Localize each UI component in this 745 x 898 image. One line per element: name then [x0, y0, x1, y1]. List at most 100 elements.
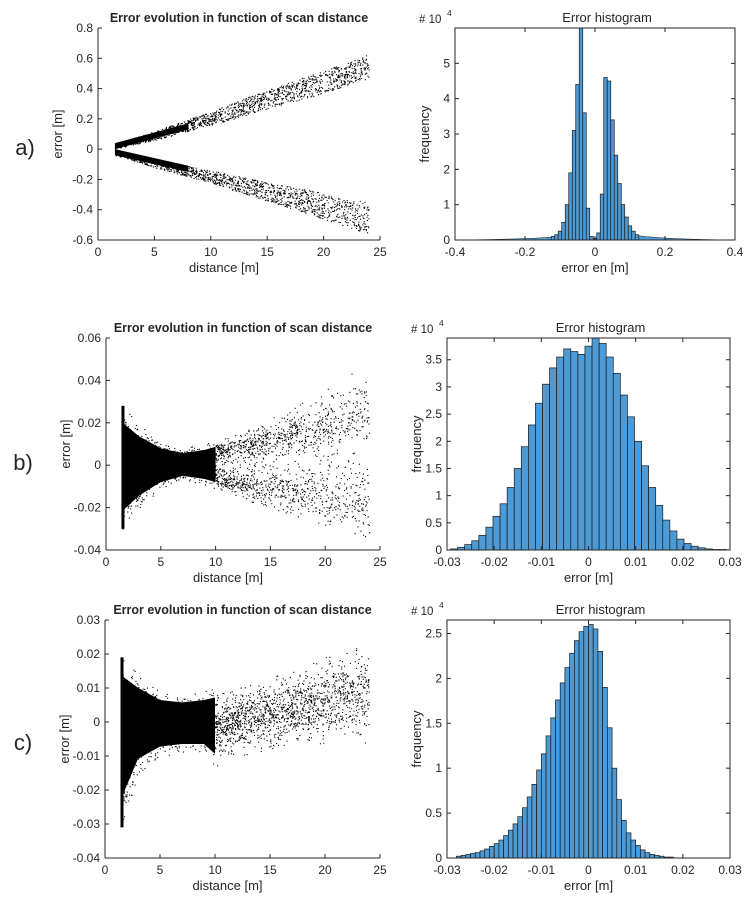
scatter-point — [366, 72, 368, 75]
scatter-point — [195, 169, 197, 171]
scatter-point — [360, 72, 362, 74]
scatter-point — [292, 435, 294, 437]
scatter-point — [263, 182, 265, 184]
scatter-point — [280, 432, 282, 434]
scatter-point — [293, 488, 295, 490]
scatter-point — [342, 495, 344, 497]
scatter-point — [306, 193, 308, 196]
scatter-point — [277, 426, 279, 429]
scatter-point — [273, 192, 275, 194]
scatter-point — [319, 428, 321, 430]
scatter-point — [313, 435, 316, 437]
scatter-point — [327, 202, 329, 204]
scatter-point — [316, 439, 318, 441]
scatter-point — [338, 441, 340, 443]
scatter-point — [301, 81, 303, 83]
scatter-point — [256, 96, 258, 98]
scatter-point — [271, 183, 273, 185]
scatter-point — [199, 123, 201, 125]
scatter-point — [277, 203, 279, 205]
scatter-point — [261, 183, 263, 185]
scatter-point — [170, 125, 172, 127]
scatter-point — [273, 191, 275, 193]
scatter-point — [282, 85, 284, 87]
scatter-point — [310, 190, 312, 193]
scatter-point — [252, 497, 254, 499]
scatter-point — [182, 172, 184, 174]
scatter-point — [192, 446, 194, 448]
scatter-point — [355, 421, 357, 423]
scatter-point — [197, 174, 199, 176]
scatter-point — [320, 86, 322, 88]
scatter-point — [227, 487, 229, 489]
scatter-point — [270, 91, 272, 93]
scatter-point — [289, 508, 291, 510]
scatter-point — [233, 175, 235, 177]
scatter-point — [330, 206, 332, 209]
scatter-point — [198, 173, 200, 175]
scatter-point — [303, 491, 305, 493]
scatter-point — [296, 489, 299, 491]
scatter-point — [323, 204, 325, 206]
scatter-point — [202, 174, 205, 176]
scatter-point — [215, 121, 217, 123]
histogram-bar — [617, 183, 622, 241]
scatter-point — [254, 188, 256, 190]
scatter-point — [337, 75, 339, 78]
scatter-point — [263, 106, 265, 108]
scatter-point — [254, 104, 256, 106]
scatter-point — [303, 206, 305, 208]
scatter-point — [320, 93, 322, 95]
histogram-plot-area — [455, 28, 735, 240]
scatter-point — [245, 183, 248, 185]
scatter-point — [256, 192, 259, 194]
scatter-point — [240, 436, 242, 438]
scatter-point — [201, 178, 203, 180]
scatter-point — [281, 188, 283, 190]
scatter-point — [216, 469, 218, 471]
scatter-point — [199, 122, 202, 124]
scatter-point — [261, 425, 263, 428]
scatter-point — [359, 494, 361, 496]
histogram-bar — [578, 27, 584, 241]
scatter-point — [320, 199, 322, 201]
scatter-point — [281, 92, 284, 94]
scatter-point — [289, 186, 291, 188]
scatter-point — [240, 489, 242, 491]
scatter-point — [229, 476, 232, 478]
scatter-point — [360, 214, 362, 216]
scatter-point — [220, 181, 222, 183]
scatter-point — [198, 175, 200, 177]
scatter-point — [287, 197, 290, 199]
scatter-point — [246, 474, 248, 476]
scatter-point — [327, 74, 329, 76]
scatter-point — [298, 92, 301, 95]
scatter-point — [262, 442, 264, 444]
scatter-point — [333, 210, 335, 212]
scatter-point — [273, 483, 275, 485]
scatter-point — [357, 223, 359, 225]
scatter-point — [197, 176, 199, 178]
scatter-point — [243, 441, 246, 443]
scatter-point — [258, 106, 260, 108]
scatter-point — [346, 516, 348, 518]
scatter-point — [362, 203, 364, 205]
scatter-point — [186, 131, 189, 133]
scatter-point — [299, 423, 301, 425]
scatter-point — [230, 107, 232, 109]
scatter-point — [351, 209, 353, 211]
scatter-point — [275, 201, 277, 204]
scatter-point — [327, 90, 329, 92]
scatter-point — [214, 179, 216, 181]
scatter-point — [263, 453, 265, 455]
scatter-point — [356, 227, 358, 229]
scatter-point — [288, 502, 290, 504]
scatter-point — [339, 79, 341, 81]
scatter-point — [332, 199, 334, 201]
scatter-point — [330, 221, 332, 223]
scatter-point — [243, 113, 245, 115]
scatter-point — [306, 488, 308, 490]
scatter-point — [273, 101, 275, 103]
scatter-point — [303, 80, 305, 82]
scatter-point — [232, 109, 234, 111]
